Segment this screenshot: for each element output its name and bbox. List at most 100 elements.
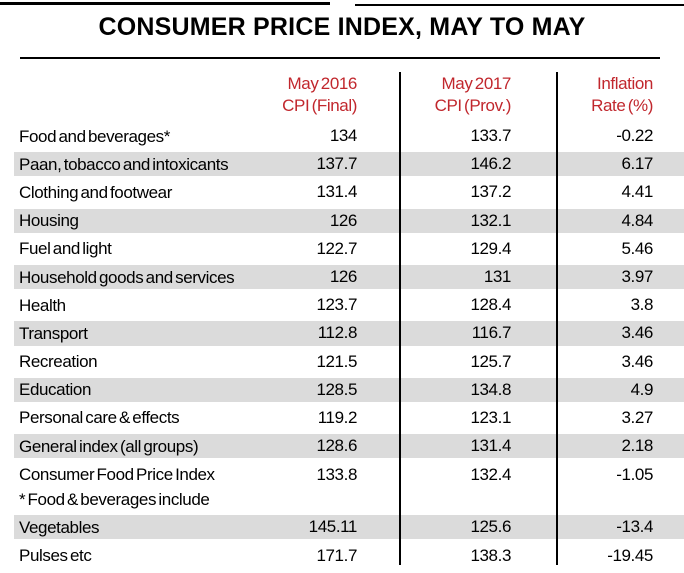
cpi-2016-value: 123.7 [316,295,357,315]
header-may-2016-line2: CPI (Final) [282,96,357,115]
inflation-rate-value: 3.8 [630,295,654,315]
row-label: Fuel and light [19,239,112,259]
row-label-cell: Food and beverages* [14,124,255,149]
column-divider-1 [399,72,401,565]
header-may-2017-line2: CPI (Prov.) [434,96,512,115]
cpi-2017-value: 131 [483,267,512,287]
cpi-2016-value: 133.8 [316,465,357,485]
inflation-rate-value: 5.46 [621,238,654,258]
row-label-cell: Fuel and light [14,236,255,261]
cpi-2017-value: 125.6 [470,517,511,537]
cpi-2017-value: 132.1 [470,210,511,230]
top-border-left [0,2,330,5]
row-label-cell: Education [14,377,255,402]
header-inflation-line1: Inflation [597,74,653,93]
row-label: Pulses etc [19,546,92,566]
inflation-rate-value: 3.97 [621,267,654,287]
cpi-2016-value: 122.7 [316,238,357,258]
cpi-2016-value: 131.4 [316,182,357,202]
cpi-2016-value: 128.6 [316,436,357,456]
table-row: Personal care & effects 119.2 123.1 3.27 [14,404,684,432]
cpi-2016-value: 171.7 [316,545,357,565]
table-row: Health 123.7 128.4 3.8 [14,291,684,319]
row-label: Recreation [19,352,98,372]
cpi-2016-value: 112.8 [317,323,358,343]
row-footnote: * Food & beverages include [19,490,210,510]
inflation-rate-value: -1.05 [616,465,653,485]
inflation-rate-value: 4.84 [621,210,654,230]
cpi-2016-value: 126 [329,210,358,230]
table-row: Consumer Food Price Index * Food & bever… [14,460,684,513]
row-label: Food and beverages* [19,126,170,146]
row-label: Consumer Food Price Index [19,465,215,485]
row-label-cell: Personal care & effects [14,405,255,430]
cpi-2017-value: 134.8 [470,379,511,399]
row-label: Education [19,380,92,400]
column-divider-2 [556,72,558,565]
table-row: Fuel and light 122.7 129.4 5.46 [14,235,684,263]
row-label-cell: Health [14,293,255,318]
header-inflation-line2: Rate (%) [591,96,653,115]
cpi-2017-value: 132.4 [470,465,511,485]
row-label: Health [19,295,66,315]
cpi-2017-value: 146.2 [470,154,511,174]
table-row: Food and beverages* 134 133.7 -0.22 [14,122,684,150]
table-row: General index (all groups) 128.6 131.4 2… [14,432,684,461]
row-label-cell: Household goods and services [14,265,255,290]
table-row: Transport 112.8 116.7 3.46 [14,319,684,348]
table-header-row: May 2016 CPI (Final) May 2017 CPI (Prov.… [14,73,684,117]
cpi-2016-value: 119.2 [317,407,358,427]
inflation-rate-value: 3.46 [621,323,654,343]
row-label-cell: Transport [14,321,255,346]
table-row: Pulses etc 171.7 138.3 -19.45 [14,541,684,569]
cpi-2017-value: 129.4 [470,238,511,258]
cpi-2017-value: 137.2 [470,182,511,202]
header-may-2017: May 2017 CPI (Prov.) [357,73,512,117]
table-row: Clothing and footwear 131.4 137.2 4.41 [14,178,684,206]
title-underline [20,57,660,59]
row-label-cell: Vegetables [14,515,255,540]
inflation-rate-value: 4.41 [621,182,654,202]
cpi-2016-value: 145.11 [308,517,358,537]
row-label-cell: Paan, tobacco and intoxicants [14,152,255,177]
cpi-2017-value: 131.4 [470,436,511,456]
header-may-2016: May 2016 CPI (Final) [255,73,357,117]
table-row: Household goods and services 126 131 3.9… [14,262,684,292]
row-label: Paan, tobacco and intoxicants [19,154,229,174]
row-label: Clothing and footwear [19,182,172,202]
table-row: Housing 126 132.1 4.84 [14,206,684,235]
inflation-rate-value: -13.4 [616,517,653,537]
cpi-2017-value: 123.1 [470,407,511,427]
row-label: Housing [19,211,79,231]
row-label-cell: Housing [14,208,255,233]
row-label: Vegetables [19,517,100,537]
row-label-cell: Consumer Food Price Index * Food & bever… [14,462,255,512]
cpi-2016-value: 134 [329,126,358,146]
cpi-2016-value: 128.5 [316,379,357,399]
cpi-2017-value: 133.7 [470,126,511,146]
cpi-2017-value: 116.7 [471,323,512,343]
row-label: Transport [19,323,88,343]
inflation-rate-value: -0.22 [616,126,653,146]
row-label: Household goods and services [19,267,235,287]
row-label-cell: Clothing and footwear [14,180,255,205]
inflation-rate-value: 6.17 [621,154,654,174]
cpi-2016-value: 121.5 [316,351,357,371]
table-row: Paan, tobacco and intoxicants 137.7 146.… [14,150,684,179]
cpi-2016-value: 137.7 [316,154,357,174]
inflation-rate-value: 3.27 [621,407,654,427]
cpi-2017-value: 138.3 [470,545,511,565]
table-row: Education 128.5 134.8 4.9 [14,375,684,404]
row-label: General index (all groups) [19,436,199,456]
cpi-2017-value: 128.4 [470,295,511,315]
cpi-2017-value: 125.7 [470,351,511,371]
row-label-cell: General index (all groups) [14,434,255,459]
header-spacer [14,73,255,117]
inflation-rate-value: -19.45 [607,545,653,565]
inflation-rate-value: 3.46 [621,351,654,371]
inflation-rate-value: 2.18 [621,436,654,456]
table-row: Recreation 121.5 125.7 3.46 [14,348,684,376]
cpi-2016-value: 126 [329,267,358,287]
page-title: CONSUMER PRICE INDEX, MAY TO MAY [98,13,586,41]
